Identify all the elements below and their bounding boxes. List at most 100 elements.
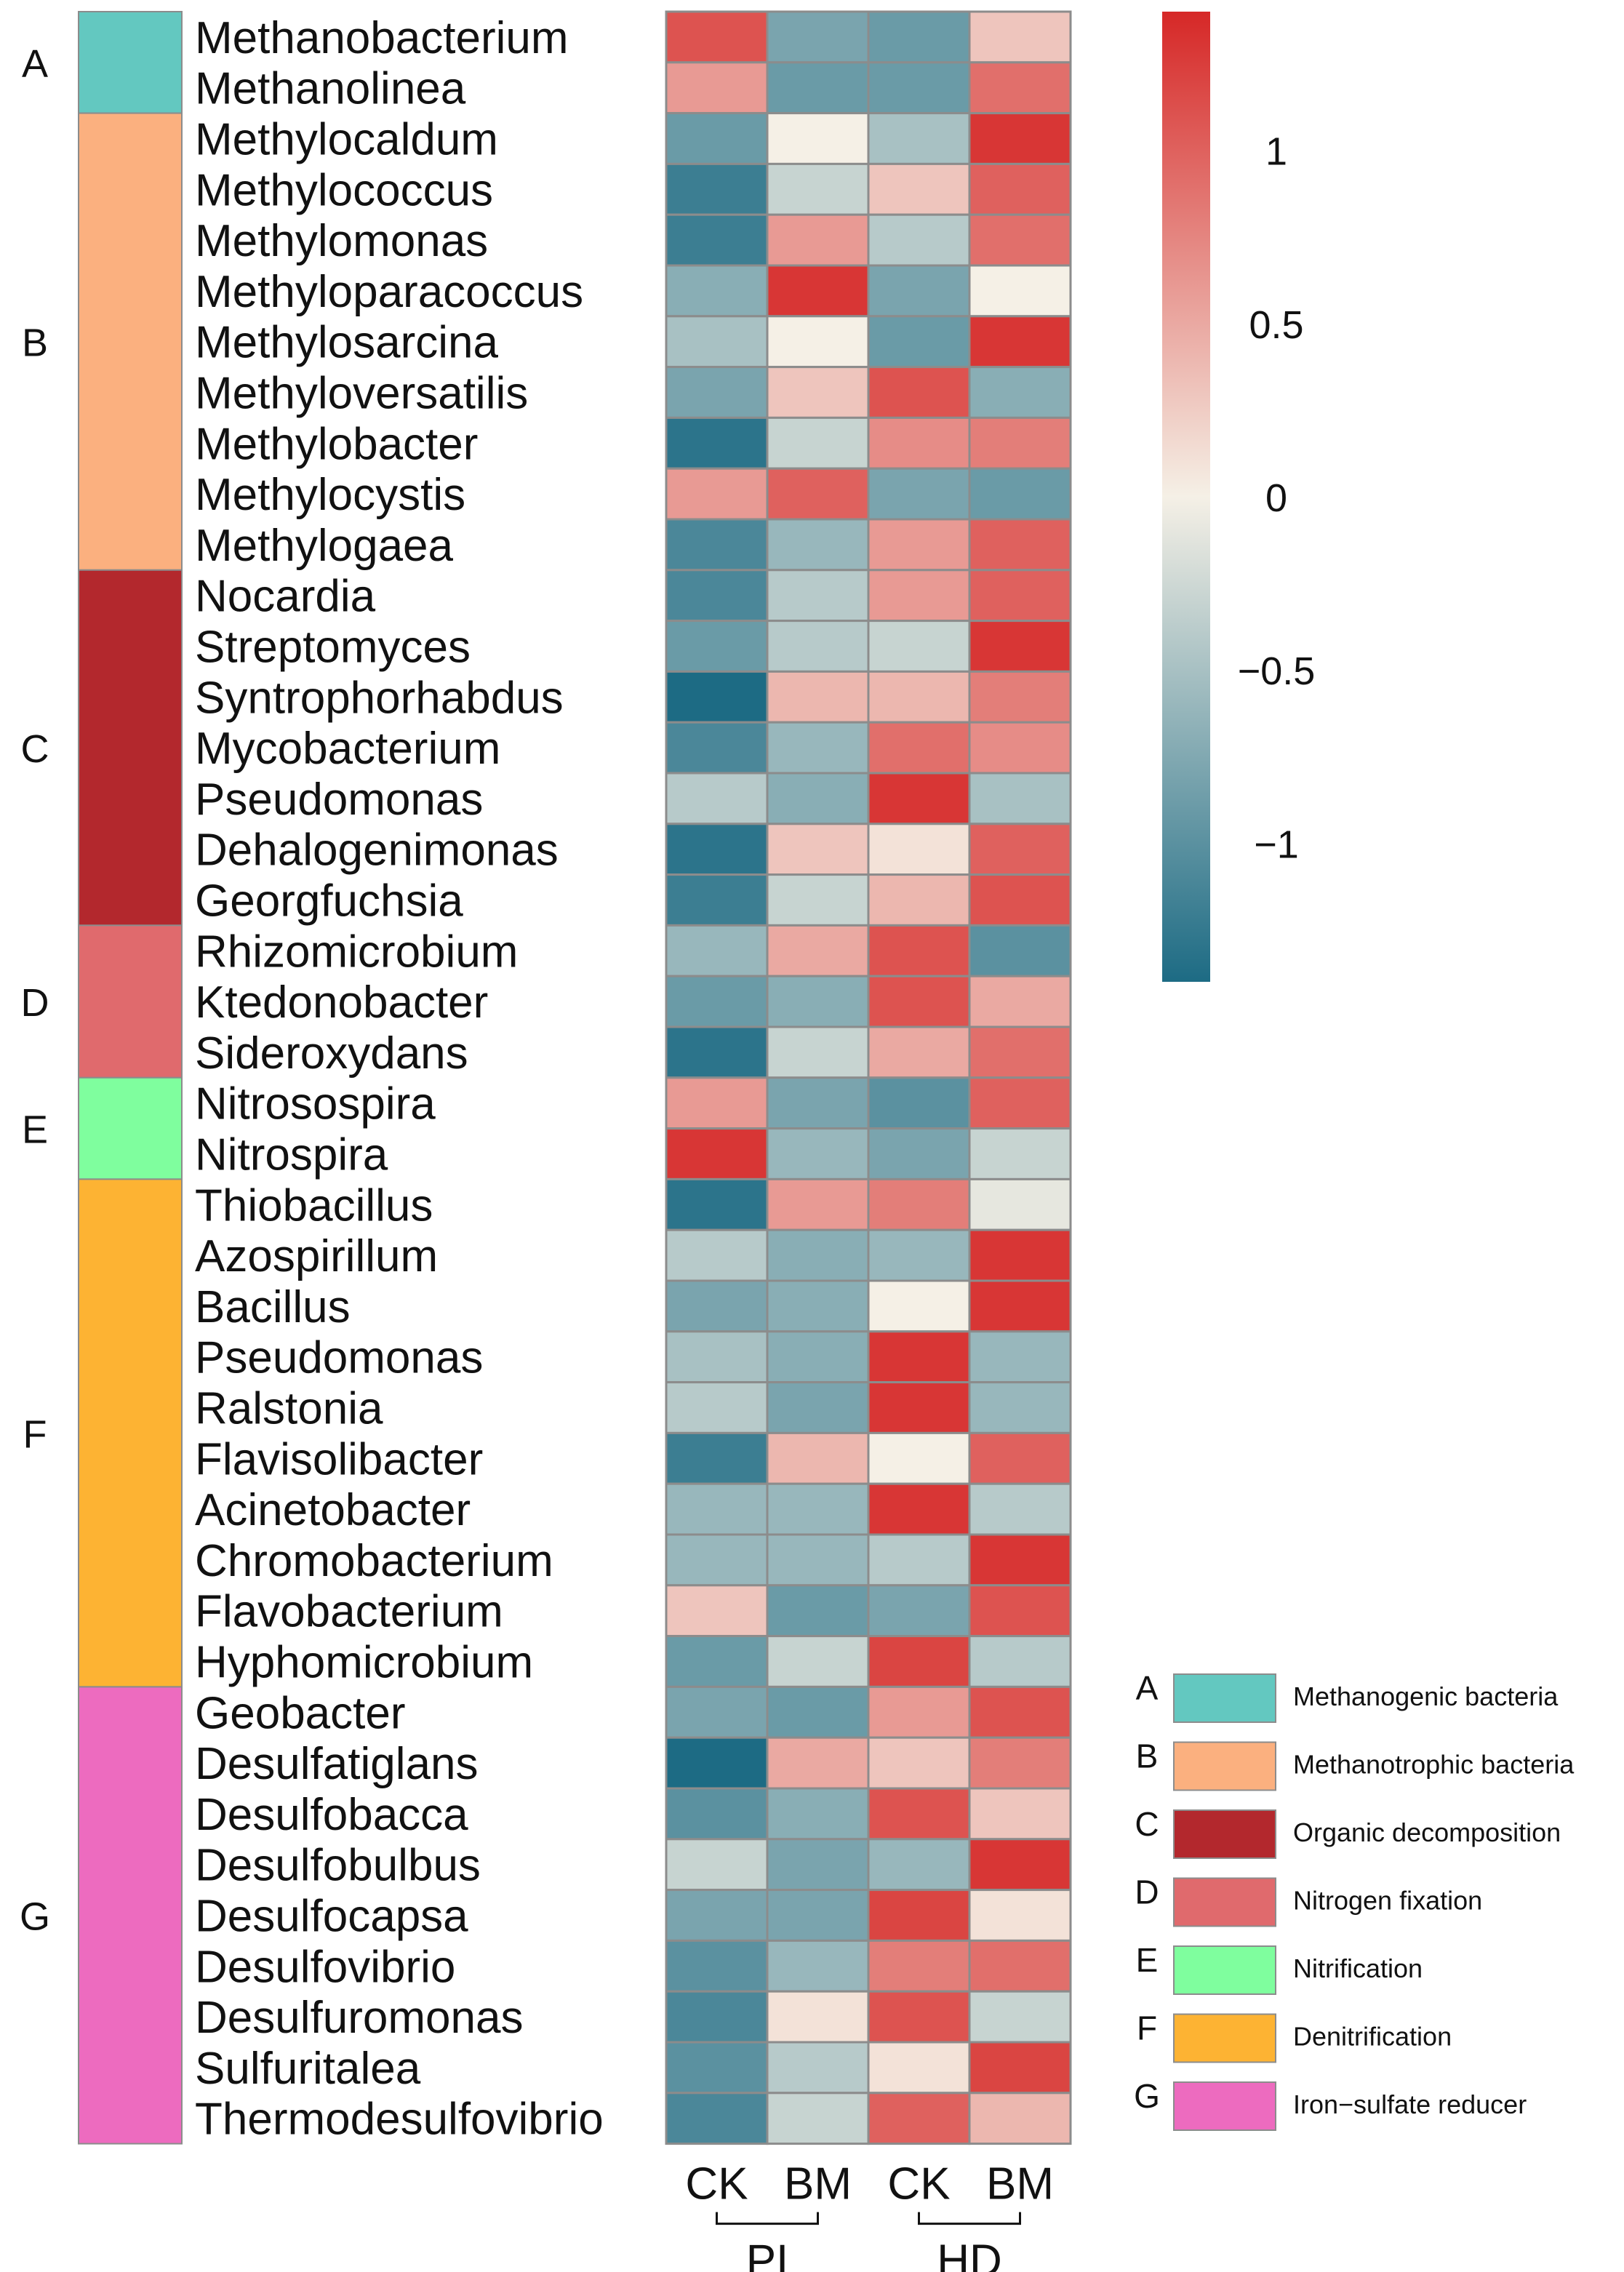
heatmap-cell [665,721,769,775]
row-label: Desulfovibrio [195,1942,455,1992]
heatmap-cell [867,1889,971,1942]
heatmap-cell [867,1533,971,1587]
heatmap-cell [766,1787,870,1841]
heatmap-cell [766,1228,870,1282]
heatmap-cell [867,721,971,775]
heatmap-cell [968,518,1072,572]
heatmap-cell [766,416,870,470]
legend-swatch [1173,2081,1276,2131]
heatmap-cell [867,366,971,419]
heatmap-cell [766,1177,870,1231]
heatmap-cell [968,61,1072,115]
row-label: Bacillus [195,1282,351,1332]
heatmap-cell [665,620,769,673]
heatmap-cell [968,1431,1072,1485]
heatmap-cell [867,1381,971,1434]
heatmap-cell [665,10,769,64]
annotation-segment [78,569,183,927]
row-label: Nitrosospira [195,1079,436,1129]
row-label: Hyphomicrobium [195,1638,533,1688]
heatmap-cell [867,213,971,267]
colorbar-tick-label: 1 [1265,130,1287,174]
column-label: BM [784,2159,852,2209]
heatmap-cell [766,569,870,623]
heatmap-cell [867,1736,971,1790]
legend-label: Denitrification [1293,2022,1452,2052]
row-label: Acinetobacter [195,1485,471,1535]
heatmap-cell [968,2092,1072,2145]
column-group-bracket [918,2212,1021,2225]
annotation-segment [78,924,183,1079]
heatmap-cell [665,873,769,927]
legend-label: Iron−sulfate reducer [1293,2089,1527,2119]
heatmap-cell [665,1939,769,1993]
heatmap-cell [665,569,769,623]
heatmap-cell [968,2041,1072,2095]
heatmap-cell [766,1279,870,1333]
heatmap-cell [968,213,1072,267]
heatmap-cell [766,112,870,165]
row-group-letter: F [23,1412,47,1456]
heatmap-cell [968,1076,1072,1130]
heatmap-cell [766,823,870,876]
legend-key: A [1136,1669,1159,1707]
row-label: Nitrospira [195,1130,388,1180]
heatmap-cell [665,315,769,369]
row-label: Pseudomonas [195,775,483,825]
heatmap-cell [665,366,769,419]
heatmap-cell [766,975,870,1028]
heatmap-cell [867,1228,971,1282]
row-label: Desulfatiglans [195,1739,478,1789]
heatmap-cell [968,1889,1072,1942]
heatmap-cell [867,1838,971,1892]
heatmap-cell [968,772,1072,825]
heatmap-cell [968,670,1072,724]
heatmap-cell [665,264,769,318]
row-label: Dehalogenimonas [195,825,559,876]
heatmap-cell [867,620,971,673]
heatmap-cell [867,772,971,825]
heatmap-cell [867,1127,971,1180]
heatmap-cell [867,112,971,165]
heatmap-cell [968,823,1072,876]
heatmap-cell [867,2041,971,2095]
column-group-label: PI [746,2236,789,2272]
annotation-segment [78,1686,183,2145]
heatmap-cell [665,670,769,724]
annotation-segment [78,112,183,571]
legend-label: Methanotrophic bacteria [1293,1750,1575,1780]
row-label: Rhizomicrobium [195,927,518,977]
legend-swatch [1173,2013,1276,2063]
heatmap-cell [867,823,971,876]
heatmap-cell [968,620,1072,673]
heatmap-cell [766,213,870,267]
legend-swatch [1173,1741,1276,1791]
heatmap-cell [766,10,870,64]
row-label: Methylocaldum [195,115,498,165]
row-label: Geobacter [195,1688,406,1738]
heatmap-cell [968,1228,1072,1282]
heatmap-cell [968,264,1072,318]
heatmap-cell [968,10,1072,64]
heatmap-cell [968,1127,1072,1180]
heatmap-cells [665,10,1072,2145]
heatmap-cell [665,1381,769,1434]
row-annotation-bar [78,11,183,2145]
legend-swatch [1173,1945,1276,1995]
heatmap-cell [766,518,870,572]
row-label: Thiobacillus [195,1180,433,1231]
heatmap-cell [665,1279,769,1333]
heatmap-cell [766,924,870,977]
heatmap-cell [665,518,769,572]
heatmap-cell [867,1025,971,1079]
heatmap-cell [766,1127,870,1180]
heatmap-cell [867,518,971,572]
heatmap-cell [665,416,769,470]
row-label: Methylosarcina [195,318,498,368]
heatmap-cell [867,1787,971,1841]
heatmap-cell [766,873,870,927]
heatmap-cell [968,1635,1072,1688]
heatmap-cell [766,721,870,775]
heatmap-cell [867,924,971,977]
heatmap-cell [867,1330,971,1384]
